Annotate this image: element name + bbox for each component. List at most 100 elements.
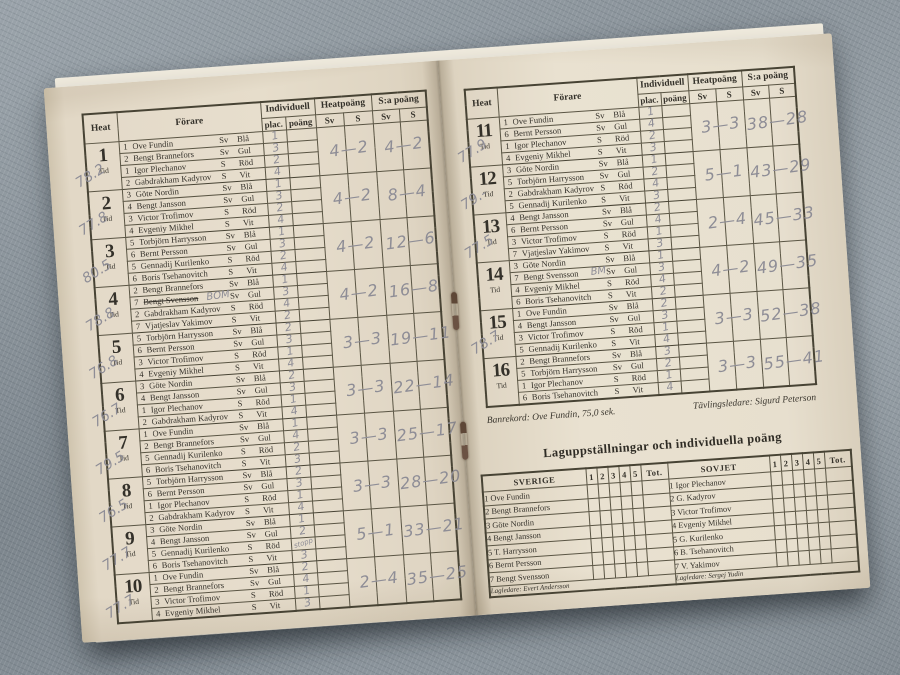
col-header-heat: Heat <box>464 87 499 119</box>
total-s-cell <box>429 550 462 601</box>
total-s-cell <box>416 358 448 409</box>
rider-team: S <box>614 385 620 397</box>
heatpoints-s-cell <box>347 171 380 222</box>
rider-helmet-color: Gul <box>623 264 638 276</box>
tid-label: Tid <box>489 284 501 295</box>
heat-cell: 11 Tid 77.9 <box>455 116 503 167</box>
rider-helmet-color: Gul <box>617 168 631 180</box>
rider-team: Sv <box>229 290 240 301</box>
rider-team: Sv <box>594 110 605 121</box>
heat-cell: 12 Tid 79.- <box>458 164 506 215</box>
rider-helmet-color: Gul <box>264 528 278 539</box>
heat-cell: 13 Tid 77.5 <box>462 212 509 263</box>
rider-team: S <box>241 458 247 469</box>
point-cell <box>630 480 643 496</box>
rider-helmet-color: Blå <box>246 276 260 288</box>
total-sv-cell: 22—14 <box>389 360 455 411</box>
rider-helmet-color: Vit <box>239 169 251 180</box>
rider-helmet-color: Vit <box>252 360 264 372</box>
total-s-cell <box>775 191 807 242</box>
rider-helmet-color: Vit <box>618 192 630 204</box>
rider-team: Sv <box>246 529 257 541</box>
heat-number: 1 <box>97 144 108 167</box>
heat-number: 9 <box>124 527 135 550</box>
heat-cell: 6 Tid 76.7 <box>90 380 139 431</box>
rider-team: S <box>231 314 237 325</box>
rider-helmet-color: Vit <box>615 144 627 156</box>
rider-helmet-color: Röd <box>617 180 633 192</box>
rider-team: S <box>240 446 246 457</box>
heatpoints-sv-cell: 2—4 <box>346 556 399 607</box>
point-cell <box>771 484 783 499</box>
rider-team: S <box>610 325 616 337</box>
rider-team: Sv <box>226 242 237 253</box>
point-cell <box>613 549 626 565</box>
rider-team: Sv <box>238 421 249 433</box>
heatpoints-s-cell <box>374 554 407 605</box>
rider-helmet-color: Röd <box>248 300 264 312</box>
total-s-cell <box>785 335 817 386</box>
point-cell <box>784 524 797 539</box>
total-s-cell <box>406 215 438 266</box>
rider-team: Sv <box>611 349 622 361</box>
point-cell <box>632 507 645 523</box>
left-page: Heat Förare Individuell Heatpoäng S:a poäng p… <box>43 60 477 643</box>
rider-team: S <box>227 254 233 265</box>
tavlingsledare-note: Tävlingsledare: Sigurd Peterson <box>692 393 817 412</box>
rider-team: S <box>230 302 236 313</box>
rider-team: Sv <box>225 230 236 241</box>
point-cell <box>782 497 795 512</box>
rider-helmet-color: Vit <box>255 408 268 420</box>
point-cell <box>814 481 827 496</box>
total-col-header: Tot. <box>823 449 852 469</box>
rider-team: Sv <box>232 337 243 349</box>
lineups-table: SVERIGE 1 2 3 4 5 Tot. SOVJET 1 2 3 4 5 Tot. 1 Ove Fun… <box>480 448 861 598</box>
rider-helmet-color: Röd <box>631 371 647 383</box>
rider-helmet-color: Gul <box>630 360 645 371</box>
total-col-header: Tot. <box>640 462 669 481</box>
point-cell <box>599 510 612 525</box>
heat-cell: 10 Tid 77.7 <box>103 572 152 623</box>
total-sv-cell: 38—28 <box>743 97 809 148</box>
heatpoints-s-cell <box>360 362 393 413</box>
rider-team: Sv <box>605 265 616 277</box>
heatpoints-s-cell <box>716 99 747 150</box>
heat-cell: 8 Tid 76.5 <box>96 476 146 527</box>
heat-number: 6 <box>114 383 125 406</box>
point-cell <box>792 483 805 498</box>
rider-helmet-color: Vit <box>628 336 640 347</box>
heatpoints-s-cell <box>732 338 764 390</box>
rider-team: Sv <box>232 326 242 337</box>
rider-helmet-color: Röd <box>614 132 630 144</box>
point-cell <box>636 561 649 577</box>
rider-helmet-color: Vit <box>262 504 274 515</box>
heat-number: 5 <box>111 336 122 358</box>
rider-helmet-color: Röd <box>241 204 257 216</box>
point-cell <box>782 483 794 499</box>
rider-helmet-color: Blå <box>240 180 253 192</box>
total-s-cell <box>423 454 455 505</box>
rider-helmet-color: Vit <box>269 599 281 611</box>
heatpoints-s-cell <box>729 290 760 341</box>
point-cell <box>794 510 807 525</box>
total-sv-cell: 28—20 <box>396 456 462 507</box>
point-cell <box>608 482 621 497</box>
rider-helmet-color: Vit <box>249 312 261 324</box>
rider-helmet-color: Blå <box>236 133 250 144</box>
heatpoints-sv-cell: 3—3 <box>689 101 741 152</box>
heatpoints-s-cell <box>367 458 400 509</box>
total-s-cell <box>426 502 458 553</box>
rider-team: Sv <box>219 146 230 158</box>
rider-team: S <box>227 266 234 277</box>
rider-team: Sv <box>609 313 619 325</box>
point-cell <box>592 564 605 580</box>
heat-cell: 9 Tid 77.7 <box>100 524 149 575</box>
point-cell <box>612 536 625 551</box>
rider-team: S <box>234 362 241 373</box>
rider-helmet-color: Vit <box>632 384 644 395</box>
total-sv-cell: 45—33 <box>749 193 816 244</box>
heatpoints-sv-cell: 5—1 <box>342 508 396 559</box>
rider-team: S <box>251 601 257 612</box>
heatpoints-s-cell <box>726 243 757 293</box>
total-sv-cell: 33—21 <box>399 504 465 555</box>
